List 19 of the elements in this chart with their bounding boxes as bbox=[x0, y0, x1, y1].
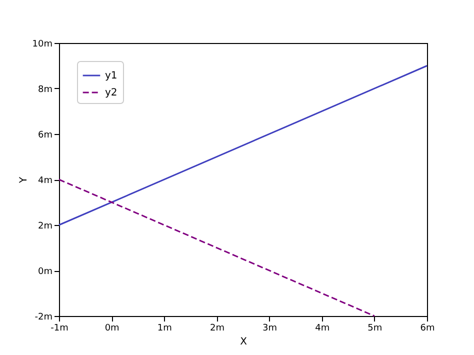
y-tick-label: -2m bbox=[34, 312, 52, 322]
x-tick-label: 0m bbox=[104, 324, 120, 334]
x-tick-label: 3m bbox=[262, 324, 278, 334]
y-tick-label: 10m bbox=[32, 40, 52, 50]
y-axis-title: Y bbox=[18, 176, 30, 184]
x-tick-label: 6m bbox=[420, 324, 435, 334]
x-axis-title: X bbox=[240, 336, 248, 348]
x-tick-label: 4m bbox=[315, 324, 330, 334]
x-tick-label: -1m bbox=[50, 324, 68, 334]
y-tick-label: 2m bbox=[38, 222, 52, 232]
y-tick-label: 6m bbox=[38, 130, 52, 140]
x-tick-label: 5m bbox=[368, 324, 382, 334]
y-tick-label: 8m bbox=[38, 85, 52, 95]
x-tick-label: 2m bbox=[210, 324, 224, 334]
legend-label: y1 bbox=[105, 70, 118, 82]
y-tick-label: 4m bbox=[38, 176, 52, 186]
x-tick-label: 1m bbox=[157, 324, 172, 334]
legend-label: y2 bbox=[105, 88, 118, 98]
y-tick-label: 0m bbox=[38, 267, 52, 277]
